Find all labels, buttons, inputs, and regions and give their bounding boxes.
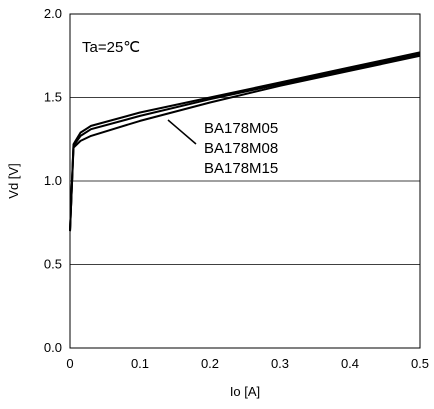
temperature-annotation: Ta=25℃ xyxy=(82,39,140,56)
x-tick-label: 0.2 xyxy=(201,356,219,371)
y-tick-label: 2.0 xyxy=(44,6,62,21)
x-tick-label: 0.5 xyxy=(411,356,429,371)
y-axis-label: Vd [V] xyxy=(6,163,21,198)
x-tick-label: 0 xyxy=(66,356,73,371)
series-lines xyxy=(69,51,421,232)
x-tick-label: 0.1 xyxy=(131,356,149,371)
plot-frame xyxy=(69,13,421,349)
x-tick-label: 0.3 xyxy=(271,356,289,371)
x-axis-label: Io [A] xyxy=(230,384,260,399)
y-tick-label: 1.0 xyxy=(44,173,62,188)
y-tick-label: 0.5 xyxy=(44,257,62,272)
grid-lines xyxy=(70,97,420,265)
y-tick-label: 0.0 xyxy=(44,340,62,355)
series-line-ba178m15 xyxy=(69,54,421,232)
tick-labels: 0.0 0.5 1.0 1.5 2.0 0 0.1 0.2 0.3 0.4 0.5 xyxy=(44,6,429,371)
legend-label-ba178m05: BA178M05 xyxy=(204,120,278,137)
legend-label-ba178m15: BA178M15 xyxy=(204,160,278,177)
series-line-ba178m05 xyxy=(69,51,421,232)
x-tick-label: 0.4 xyxy=(341,356,359,371)
legend-label-ba178m08: BA178M08 xyxy=(204,140,278,157)
series-line-ba178m08 xyxy=(69,53,421,232)
legend-leader-line xyxy=(167,119,197,145)
y-tick-label: 1.5 xyxy=(44,90,62,105)
